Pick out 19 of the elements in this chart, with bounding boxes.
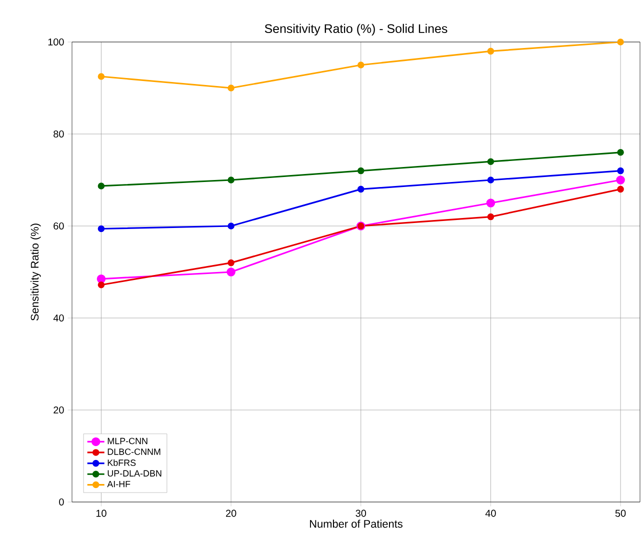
chart-title: Sensitivity Ratio (%) - Solid Lines xyxy=(264,24,448,36)
legend-label: MLP-CNN xyxy=(108,438,148,444)
x-tick-label: 40 xyxy=(485,510,496,517)
y-tick-label: 40 xyxy=(53,314,64,322)
x-tick-label: 50 xyxy=(615,510,626,517)
x-tick-label: 10 xyxy=(96,510,106,517)
legend-label: UP-DLA-DBN xyxy=(108,470,162,477)
legend-label: AI-HF xyxy=(107,480,130,488)
y-tick-label: 20 xyxy=(54,406,64,414)
y-tick-label: 80 xyxy=(54,130,64,138)
y-tick-label: 0 xyxy=(59,498,64,506)
legend-label: KbFRS xyxy=(108,459,136,466)
x-tick-label: 30 xyxy=(356,510,366,517)
x-axis-title: Number of Patients xyxy=(310,520,402,528)
legend-label: DLBC-CNNM xyxy=(108,448,160,455)
y-axis-title: Sensitivity Ratio (%) xyxy=(30,224,41,321)
y-tick-label: 100 xyxy=(48,38,64,46)
y-tick-label: 60 xyxy=(54,222,64,230)
x-tick-label: 20 xyxy=(226,510,236,517)
